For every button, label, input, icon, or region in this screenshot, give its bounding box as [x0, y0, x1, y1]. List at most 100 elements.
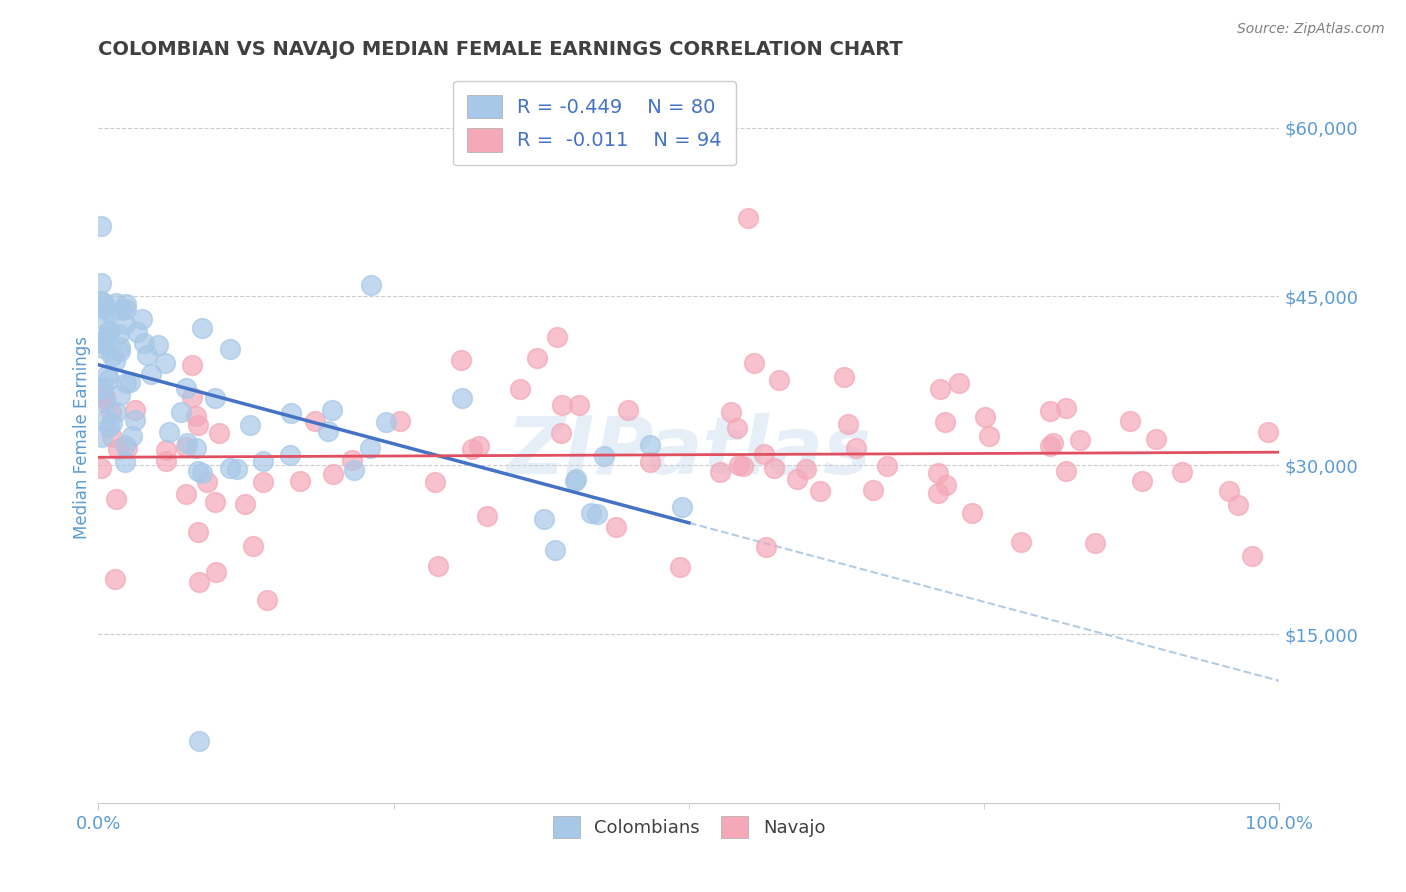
Point — [934, 416, 956, 430]
Point — [239, 418, 262, 433]
Point — [141, 367, 163, 381]
Point — [242, 539, 264, 553]
Text: ZIPatlas: ZIPatlas — [506, 413, 872, 491]
Point — [1218, 483, 1240, 498]
Legend: Colombians, Navajo: Colombians, Navajo — [546, 808, 832, 845]
Point — [153, 355, 176, 369]
Point — [1039, 404, 1062, 418]
Point — [550, 399, 572, 413]
Point — [1144, 433, 1167, 447]
Point — [340, 452, 363, 467]
Point — [121, 429, 143, 443]
Point — [90, 294, 112, 309]
Point — [114, 317, 136, 331]
Point — [321, 403, 343, 417]
Point — [278, 448, 301, 462]
Point — [1257, 425, 1279, 439]
Point — [742, 356, 765, 370]
Point — [450, 353, 472, 368]
Point — [568, 398, 591, 412]
Point — [1226, 498, 1249, 512]
Point — [768, 373, 790, 387]
Point — [108, 344, 131, 359]
Point — [565, 472, 588, 486]
Y-axis label: Median Female Earnings: Median Female Earnings — [73, 335, 91, 539]
Point — [132, 335, 155, 350]
Point — [184, 441, 207, 455]
Point — [115, 376, 138, 391]
Point — [1069, 434, 1091, 448]
Point — [155, 453, 177, 467]
Point — [90, 219, 112, 234]
Point — [1042, 436, 1064, 450]
Point — [91, 380, 114, 394]
Text: Source: ZipAtlas.com: Source: ZipAtlas.com — [1237, 22, 1385, 37]
Point — [104, 405, 127, 419]
Point — [928, 383, 950, 397]
Point — [205, 565, 228, 579]
Point — [605, 520, 627, 534]
Point — [1171, 466, 1194, 480]
Point — [180, 358, 202, 372]
Point — [252, 454, 274, 468]
Point — [94, 413, 117, 427]
Point — [425, 475, 447, 489]
Point — [451, 392, 474, 406]
Point — [550, 425, 572, 440]
Point — [837, 417, 859, 431]
Point — [100, 405, 122, 419]
Point — [543, 543, 565, 558]
Point — [93, 301, 115, 315]
Point — [104, 572, 127, 586]
Point — [90, 461, 112, 475]
Point — [90, 334, 112, 349]
Point — [107, 442, 129, 456]
Point — [174, 441, 197, 455]
Point — [546, 330, 568, 344]
Point — [107, 326, 129, 341]
Point — [97, 324, 120, 338]
Point — [187, 524, 209, 539]
Point — [1054, 401, 1077, 415]
Point — [1054, 464, 1077, 478]
Point — [343, 463, 366, 477]
Point — [136, 348, 159, 362]
Point — [669, 560, 692, 574]
Point — [304, 414, 326, 428]
Point — [977, 428, 1000, 442]
Point — [114, 301, 136, 316]
Point — [197, 475, 219, 489]
Point — [288, 474, 311, 488]
Point — [322, 467, 344, 481]
Point — [110, 388, 132, 402]
Point — [174, 380, 197, 394]
Point — [93, 296, 115, 310]
Point — [468, 439, 491, 453]
Point — [533, 512, 555, 526]
Point — [101, 416, 124, 430]
Point — [755, 540, 778, 554]
Point — [176, 436, 198, 450]
Point — [1119, 414, 1142, 428]
Point — [235, 497, 257, 511]
Point — [98, 372, 121, 386]
Point — [94, 331, 117, 345]
Point — [794, 461, 817, 475]
Point — [190, 321, 212, 335]
Point — [762, 461, 785, 475]
Point — [111, 302, 134, 317]
Point — [586, 507, 609, 521]
Point — [808, 483, 831, 498]
Point — [1039, 439, 1062, 453]
Point — [845, 441, 868, 455]
Point — [104, 354, 127, 368]
Point — [94, 392, 117, 407]
Point — [187, 463, 209, 477]
Point — [91, 430, 114, 444]
Point — [157, 425, 180, 440]
Point — [786, 472, 808, 486]
Point — [927, 467, 949, 481]
Point — [219, 461, 242, 475]
Point — [188, 575, 211, 590]
Point — [388, 414, 411, 428]
